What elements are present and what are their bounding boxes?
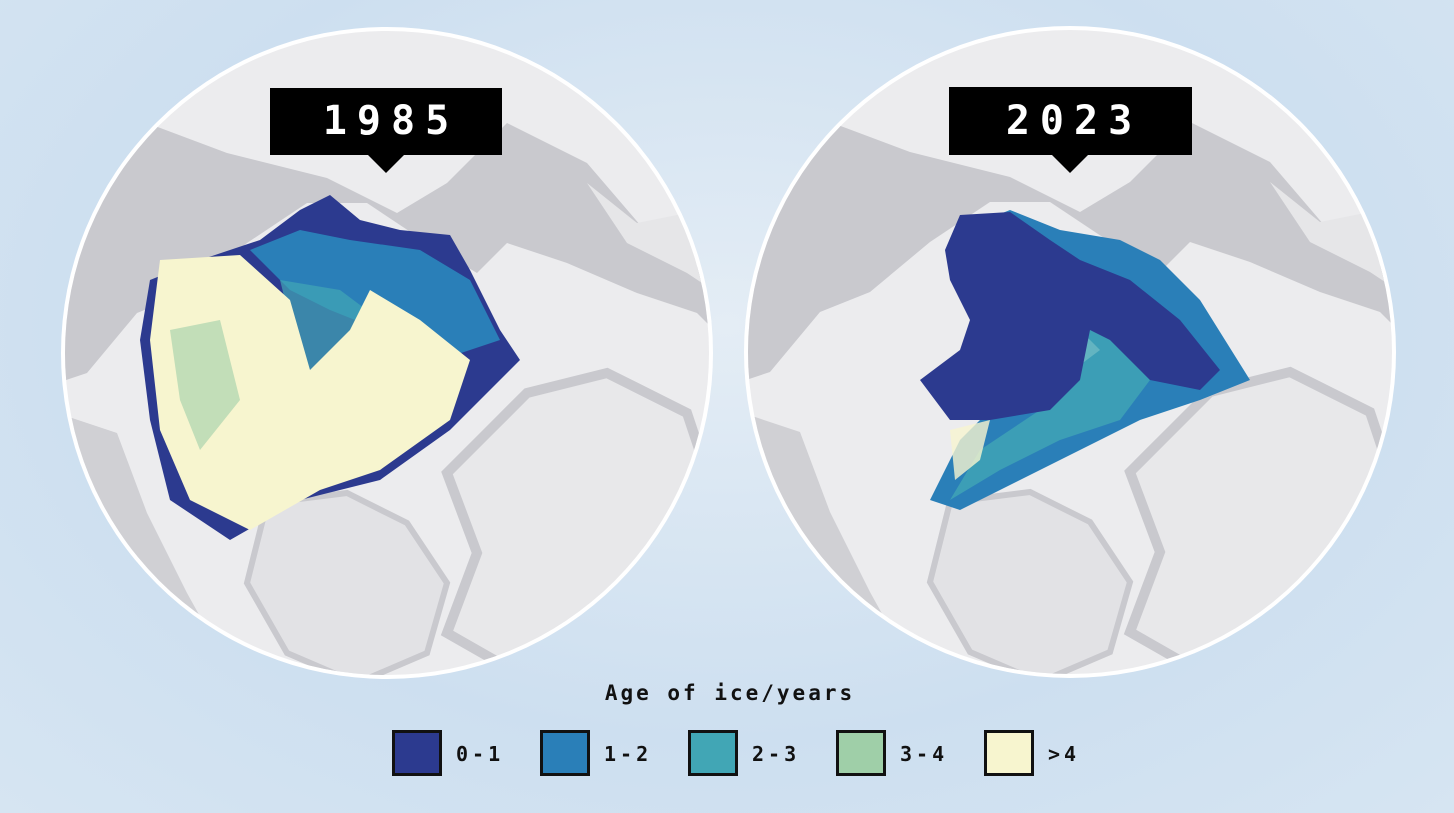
legend-swatch xyxy=(688,730,738,776)
legend-label: >4 xyxy=(1048,742,1080,766)
legend-label: 2-3 xyxy=(752,742,800,766)
year-tag: 1985 xyxy=(270,88,502,173)
legend-swatch xyxy=(836,730,886,776)
legend-title: Age of ice/years xyxy=(605,681,855,705)
ice-region xyxy=(950,330,1150,500)
year-tag: 2023 xyxy=(949,87,1192,173)
year-label: 2023 xyxy=(1006,98,1142,144)
year-label: 1985 xyxy=(323,98,459,144)
ice-region xyxy=(950,420,990,480)
legend-label: 3-4 xyxy=(900,742,948,766)
map-2023: 2023 xyxy=(744,26,1396,678)
ice-region xyxy=(150,255,470,530)
legend-label: 0-1 xyxy=(456,742,504,766)
ice-region xyxy=(920,212,1220,420)
legend-swatch xyxy=(392,730,442,776)
legend-swatch xyxy=(984,730,1034,776)
legend: Age of ice/years 0-1 1-2 2-3 3-4 >4 xyxy=(392,681,1080,776)
legend-label: 1-2 xyxy=(604,742,652,766)
ice-region xyxy=(170,320,240,450)
map-1985: 1985 xyxy=(61,27,713,679)
legend-swatch xyxy=(540,730,590,776)
